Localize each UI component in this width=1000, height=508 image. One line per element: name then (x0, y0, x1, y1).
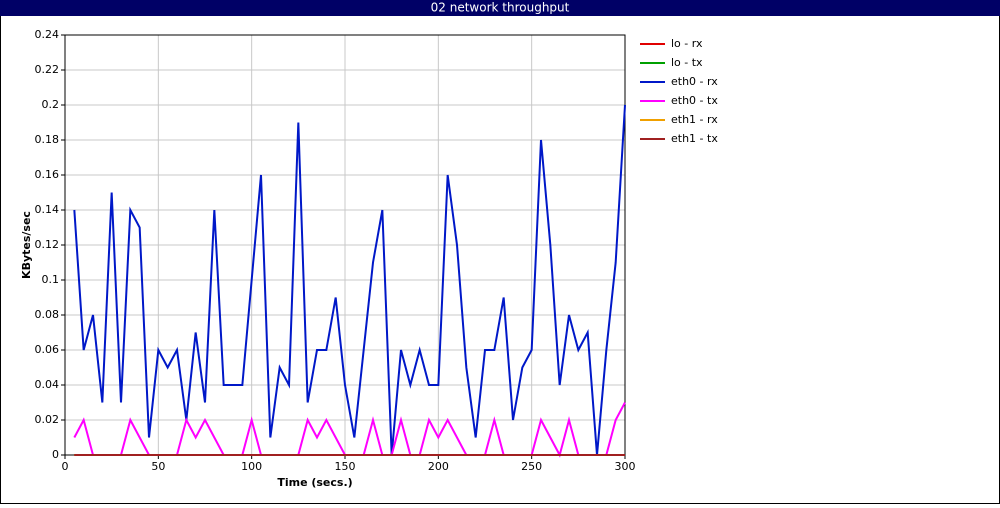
x-axis-label: Time (secs.) (277, 476, 352, 489)
x-tick-label: 250 (521, 460, 542, 473)
legend-label: eth1 - tx (671, 132, 718, 145)
x-tick-label: 200 (428, 460, 449, 473)
x-tick-label: 150 (335, 460, 356, 473)
series-line (73, 104, 626, 456)
legend-label: lo - rx (671, 37, 703, 50)
y-tick-label: 0 (52, 448, 59, 461)
x-tick-label: 50 (151, 460, 165, 473)
y-tick-label: 0.1 (42, 273, 60, 286)
y-tick-label: 0.18 (35, 133, 60, 146)
y-tick-label: 0.06 (35, 343, 60, 356)
x-tick-label: 100 (241, 460, 262, 473)
y-tick-label: 0.02 (35, 413, 60, 426)
legend-label: eth0 - tx (671, 94, 718, 107)
y-tick-label: 0.2 (42, 98, 60, 111)
y-tick-label: 0.24 (35, 28, 60, 41)
y-tick-label: 0.22 (35, 63, 60, 76)
y-tick-label: 0.16 (35, 168, 60, 181)
chart-title: 02 network throughput (431, 1, 570, 15)
x-tick-label: 0 (62, 460, 69, 473)
y-tick-label: 0.08 (35, 308, 60, 321)
title-bar (0, 0, 1000, 16)
y-tick-label: 0.12 (35, 238, 60, 251)
legend-label: eth1 - rx (671, 113, 718, 126)
y-axis-label: KBytes/sec (20, 211, 33, 279)
y-tick-label: 0.14 (35, 203, 60, 216)
legend-label: lo - tx (671, 56, 703, 69)
x-tick-label: 300 (615, 460, 636, 473)
y-tick-label: 0.04 (35, 378, 60, 391)
legend-label: eth0 - rx (671, 75, 718, 88)
